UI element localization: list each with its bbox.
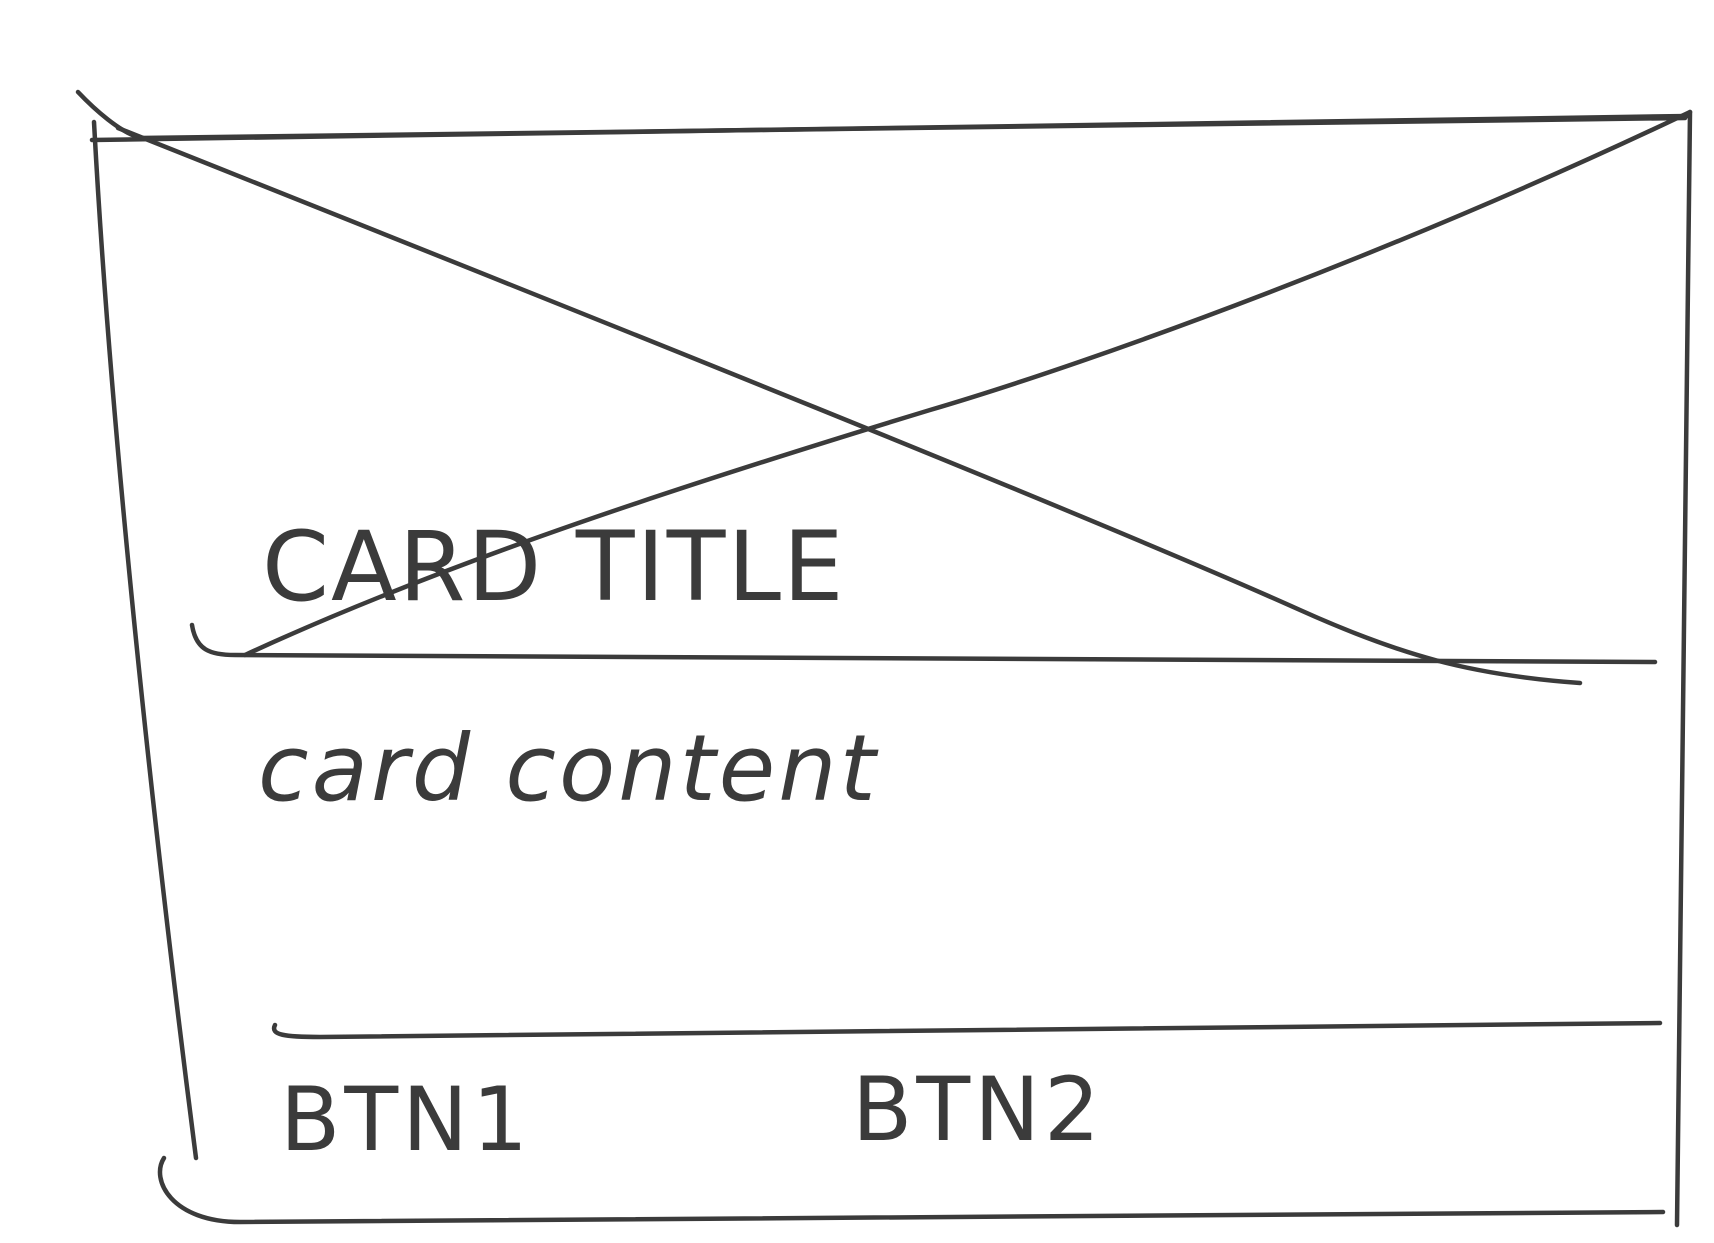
actions-divider-line	[271, 1020, 1663, 1040]
button-1[interactable]: BTN1	[280, 1068, 532, 1171]
card: CARD TITLE card content BTN1 BTN2	[75, 89, 1693, 1228]
card-frame-left-edge	[91, 119, 199, 1161]
card-actions: BTN1 BTN2	[280, 1058, 1104, 1171]
card-content: card content	[258, 715, 879, 822]
card-frame-right-edge	[1674, 109, 1693, 1228]
card-frame-top-edge-stroke	[89, 113, 1691, 143]
card-media-placeholder	[115, 109, 1693, 686]
card-frame-top-edge	[75, 89, 1688, 141]
card-frame-bottom-edge	[157, 1155, 1666, 1225]
button-2[interactable]: BTN2	[852, 1058, 1104, 1161]
placeholder-diagonal-topright-to-bottomleft	[242, 109, 1693, 658]
card-title: CARD TITLE	[262, 511, 846, 623]
media-divider-line	[189, 622, 1658, 665]
